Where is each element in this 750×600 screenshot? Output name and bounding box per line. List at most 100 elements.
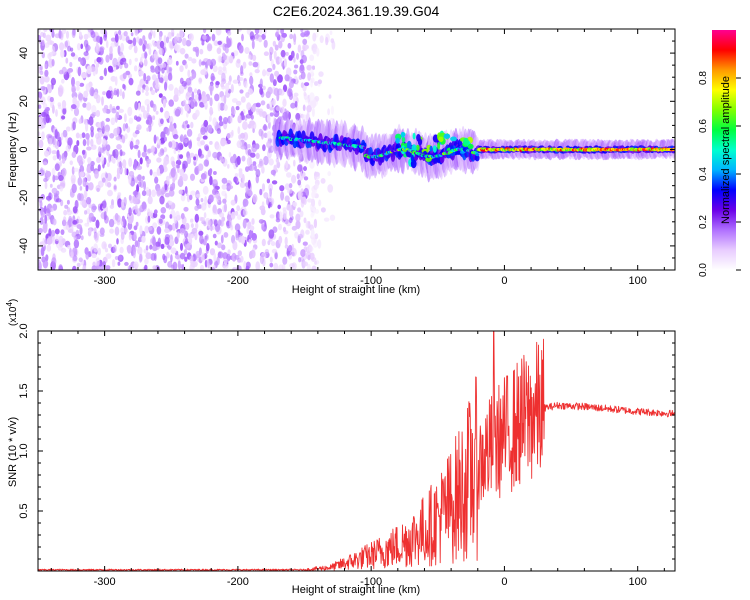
spectrogram-cell (190, 218, 194, 223)
spectrogram-cell (96, 35, 101, 43)
spectrogram-cell (119, 88, 123, 97)
spectrogram-cell (221, 72, 226, 82)
spectrogram-cell (148, 47, 152, 55)
colorbar-tick-label: 0.6 (698, 119, 709, 133)
spectrogram-cell (109, 228, 114, 234)
spectrogram-cell (168, 83, 174, 91)
spectrogram-cell (218, 56, 223, 62)
spectrogram-cell (44, 63, 48, 70)
spectrogram-cell (46, 83, 51, 90)
spectrogram-cell (168, 239, 175, 247)
spectrogram-cell (250, 225, 255, 231)
spectrogram-cell (87, 157, 92, 164)
spectrogram-cell (210, 225, 213, 232)
spectrogram-cell (277, 204, 282, 210)
spectrogram-cell (295, 220, 301, 230)
spectrogram-cell (269, 106, 274, 111)
spectrogram-cells (38, 29, 675, 270)
spectrogram-cell (209, 83, 214, 91)
spectrogram-cell (195, 109, 200, 118)
spectrogram-cell (86, 172, 90, 179)
spectrogram-cell (231, 52, 235, 57)
spectrogram-cell (83, 265, 87, 270)
spectrogram-cell (211, 33, 216, 42)
spectrogram-cell (76, 224, 82, 229)
spectrogram-cell (75, 80, 81, 87)
spectrogram-cell (219, 155, 224, 163)
spectrogram-cell (168, 99, 174, 107)
spectrogram-cell (89, 87, 95, 97)
spectrogram-cell (213, 171, 217, 175)
spectrogram-cell (51, 150, 57, 155)
spectrogram-cell (223, 94, 227, 105)
spectrogram-cell (118, 108, 124, 113)
spectrogram-cell (223, 104, 228, 111)
spectrogram-cell (297, 207, 302, 213)
spectrogram-cell (124, 228, 129, 233)
spectrogram-cell (183, 134, 188, 144)
spectrogram-cell (111, 259, 116, 268)
spectrogram-cell (306, 263, 311, 270)
spectrogram-cell (65, 144, 71, 152)
spectrogram-cell (207, 150, 212, 158)
spectrogram-cell (99, 227, 105, 235)
spectrogram-cell (303, 91, 307, 97)
spectrogram-cell (125, 70, 131, 76)
spectrogram-cell (42, 223, 48, 234)
spectrogram-cell (278, 223, 282, 231)
spectrogram-cell (207, 124, 213, 134)
spectrogram-cell (139, 56, 143, 65)
spectrogram-cell (197, 89, 201, 96)
spectrogram-cell (187, 56, 193, 62)
spectrogram-cell (258, 158, 263, 167)
spectrogram-cell (52, 155, 57, 161)
spectrogram-cell (302, 104, 306, 112)
spectrogram-cell (212, 178, 218, 184)
spectrogram-cell (128, 207, 132, 217)
spectrogram-cell (217, 40, 222, 46)
spectrogram-cell (140, 105, 146, 113)
spectrogram-cell (124, 261, 129, 266)
spectrogram-cell (282, 207, 287, 212)
spectrogram-cell (198, 77, 203, 83)
spectrogram-cell (142, 84, 146, 90)
x-tick-label: -100 (360, 576, 382, 588)
spectrogram-cell (184, 53, 189, 59)
spectrogram-cell (147, 195, 153, 205)
spectrogram-cell (122, 123, 126, 132)
spectrogram-cell (285, 160, 289, 169)
spectrogram-cell (55, 234, 60, 242)
spectrogram-cell (190, 98, 194, 107)
spectrogram-cell (310, 99, 317, 109)
spectrogram-cell (109, 46, 113, 55)
spectrogram-cell (236, 58, 241, 64)
spectrogram-cell (314, 183, 319, 190)
spectrogram-cell (263, 192, 269, 199)
spectrogram-cell (204, 259, 208, 268)
y-tick-label: 2.0 (18, 323, 30, 338)
spectrogram-cell (298, 257, 302, 263)
spectrogram-cell (71, 178, 76, 186)
spectrogram-cell (128, 58, 132, 66)
spectrogram-cell (238, 77, 244, 81)
spectrogram-cell (38, 261, 42, 270)
spectrogram-cell (191, 70, 197, 79)
spectrogram-cell (124, 133, 128, 140)
spectrogram-cell (164, 81, 168, 91)
spectrogram-cell (240, 132, 246, 139)
spectrogram-cell (144, 258, 149, 265)
spectrogram-cell (105, 144, 111, 152)
spectrogram-cell (97, 146, 102, 155)
y-tick-label: -40 (18, 238, 30, 254)
spectrogram-cell (248, 61, 253, 66)
snr-x-axis-label: Height of straight line (km) (292, 584, 420, 596)
spectrogram-cell (214, 93, 220, 102)
spectrogram-cell (309, 160, 315, 169)
spectrogram-cell (43, 29, 48, 33)
spectrogram-cell (231, 106, 235, 115)
spectrogram-cell (39, 65, 43, 71)
spectrogram-cell (287, 42, 292, 49)
spectrogram-cell (294, 64, 299, 69)
spectrogram-cell (232, 267, 237, 270)
spectrogram-cell (43, 205, 47, 214)
